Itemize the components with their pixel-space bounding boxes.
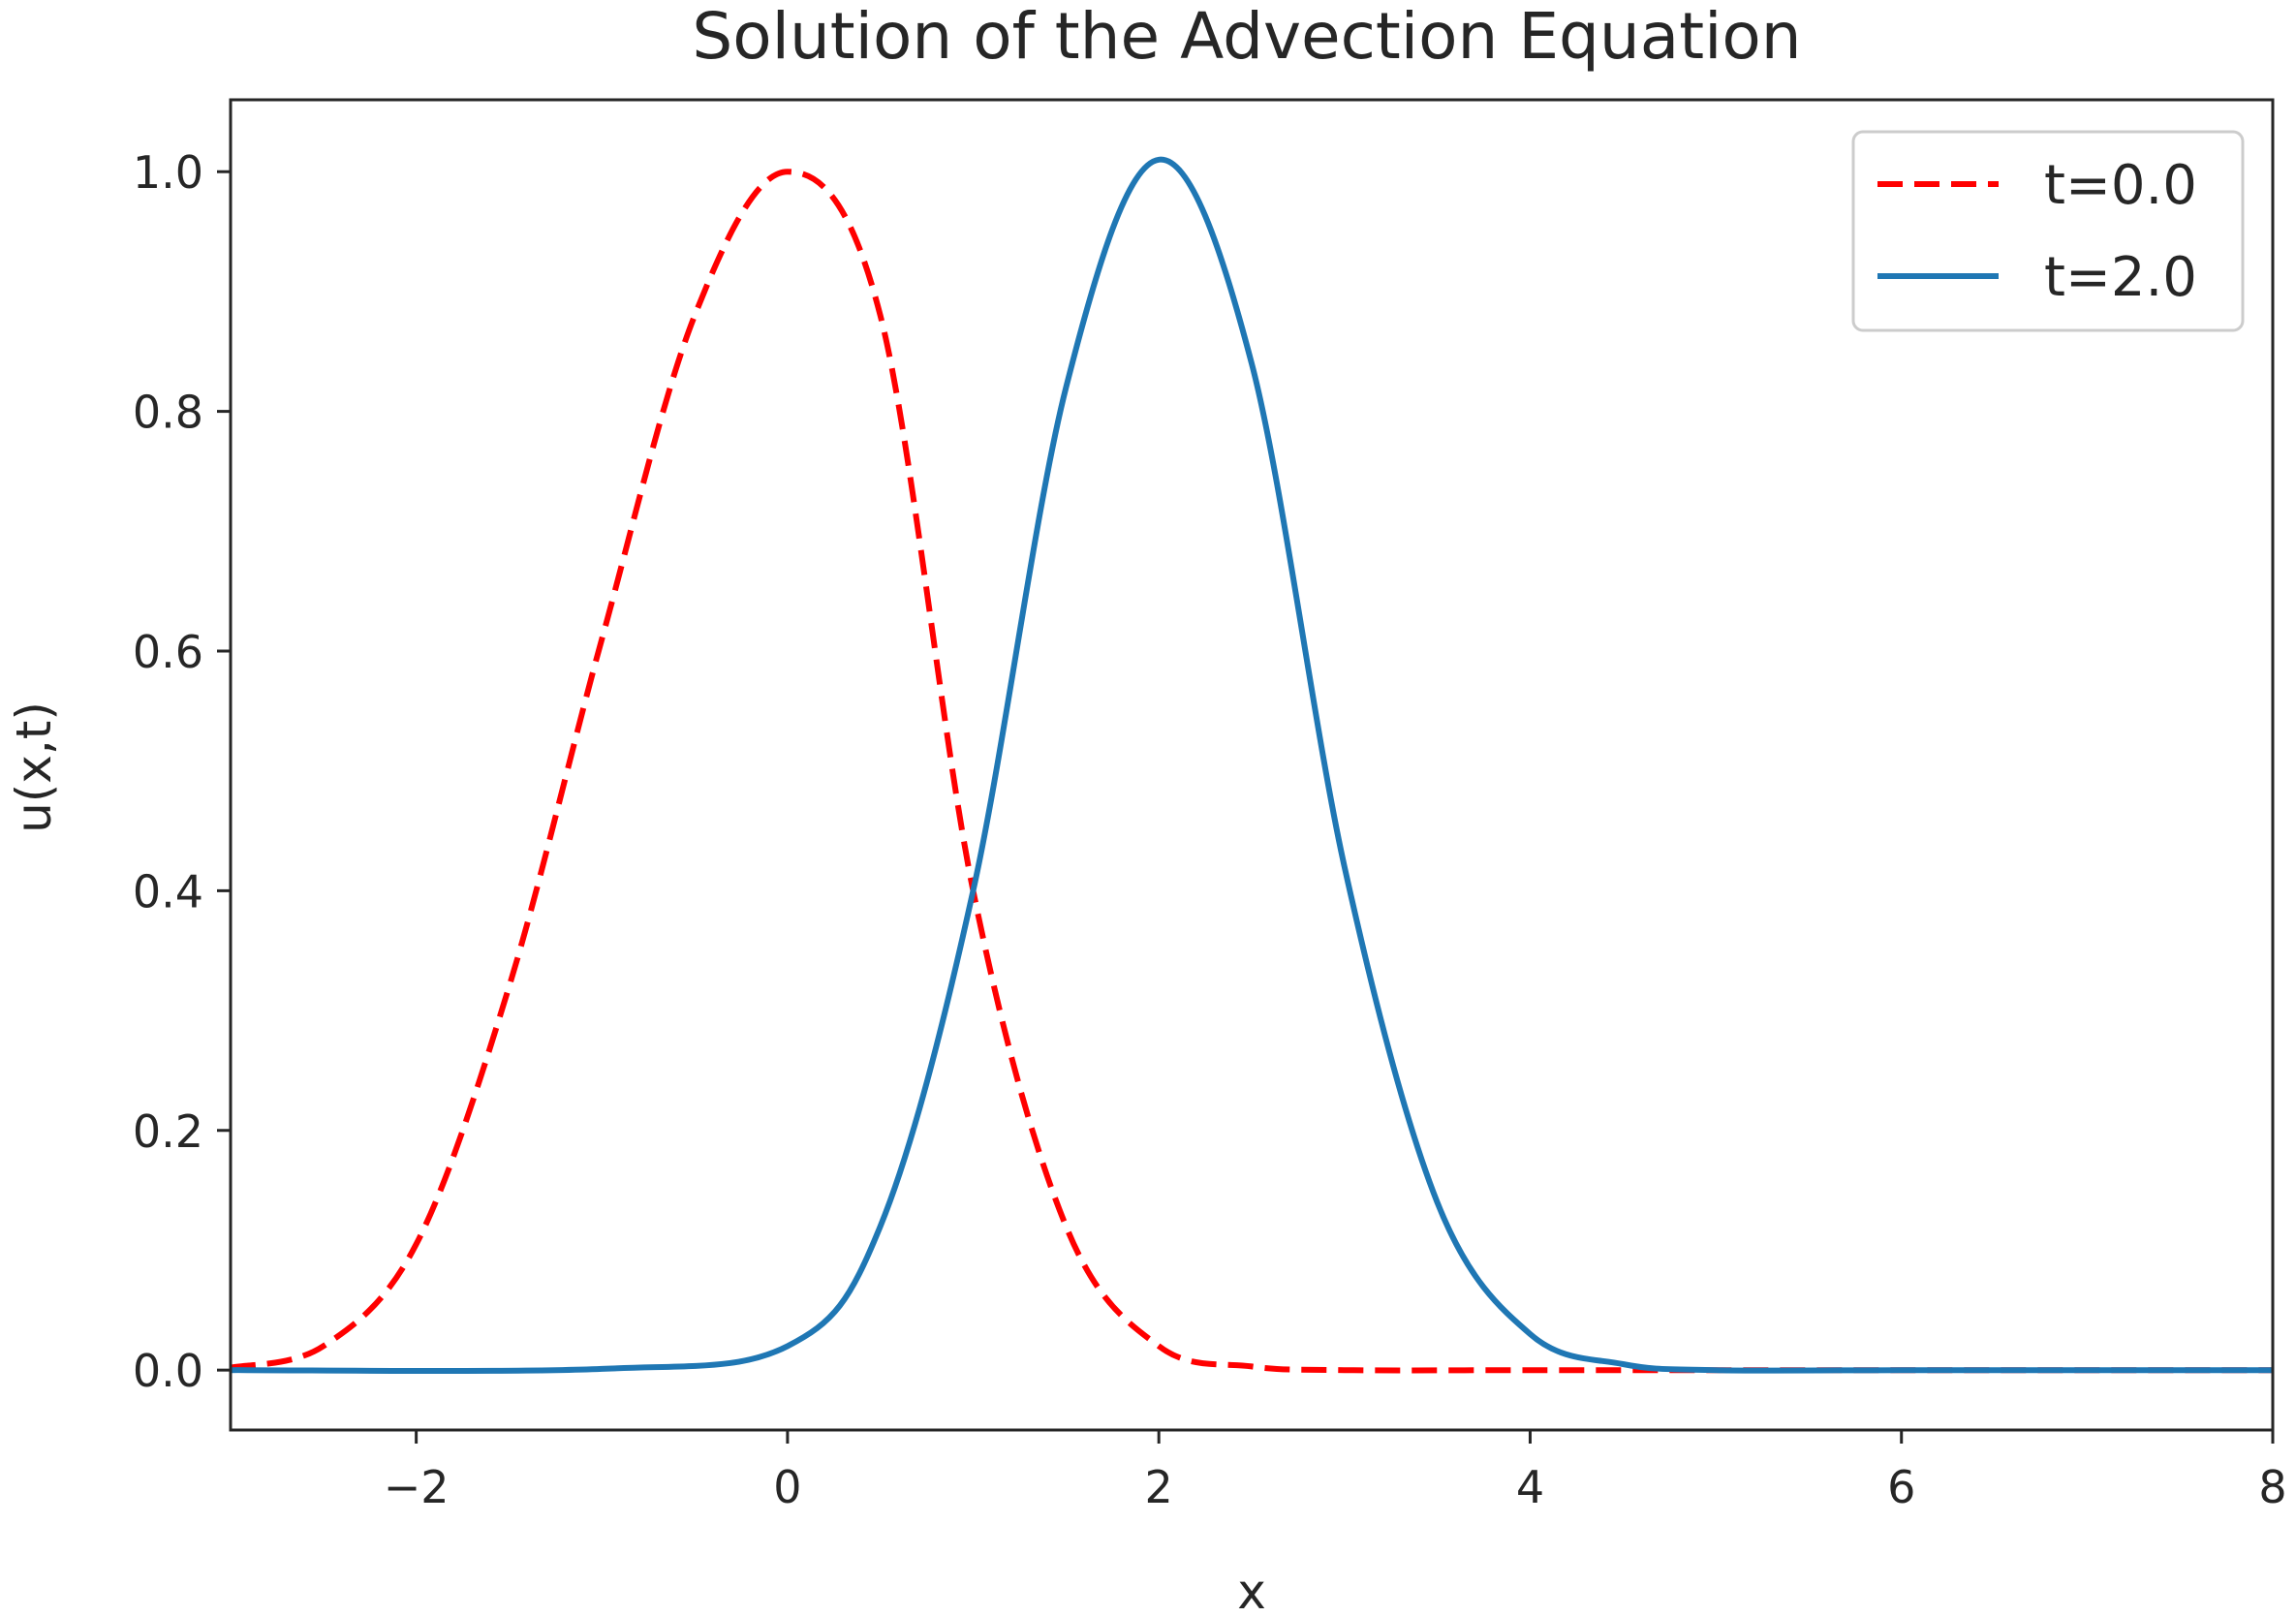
x-axis-ticks: −2 0 2 4 6 8 (384, 1430, 2287, 1513)
y-axis-ticks: 0.0 0.2 0.4 0.6 0.8 1.0 (133, 146, 231, 1397)
series-line-1 (230, 156, 2273, 1375)
legend-label-t2: t=2.0 (2044, 246, 2197, 309)
series-layer (230, 156, 2273, 1375)
y-axis-label: u(x,t) (6, 701, 62, 833)
y-tick-label: 0.8 (133, 387, 203, 439)
x-axis-label: x (1237, 1564, 1266, 1617)
plot-area (229, 98, 2275, 1432)
legend-label-t0: t=0.0 (2044, 154, 2197, 217)
y-tick-label: 0.2 (133, 1105, 203, 1158)
x-tick-label: −2 (384, 1461, 450, 1513)
y-tick-label: 0.4 (133, 865, 203, 917)
legend: t=0.0 t=2.0 (1851, 130, 2245, 332)
chart-title: Solution of the Advection Equation (692, 0, 1801, 74)
y-tick-label: 0.6 (133, 626, 203, 678)
legend-box (1851, 130, 2245, 332)
x-tick-label: 8 (2258, 1461, 2286, 1513)
axes-frame (229, 98, 2275, 1432)
x-tick-label: 4 (1516, 1461, 1544, 1513)
x-tick-label: 2 (1145, 1461, 1173, 1513)
y-tick-label: 0.0 (133, 1345, 203, 1397)
y-tick-label: 1.0 (133, 146, 203, 199)
x-tick-label: 0 (773, 1461, 801, 1513)
x-tick-label: 6 (1887, 1461, 1915, 1513)
